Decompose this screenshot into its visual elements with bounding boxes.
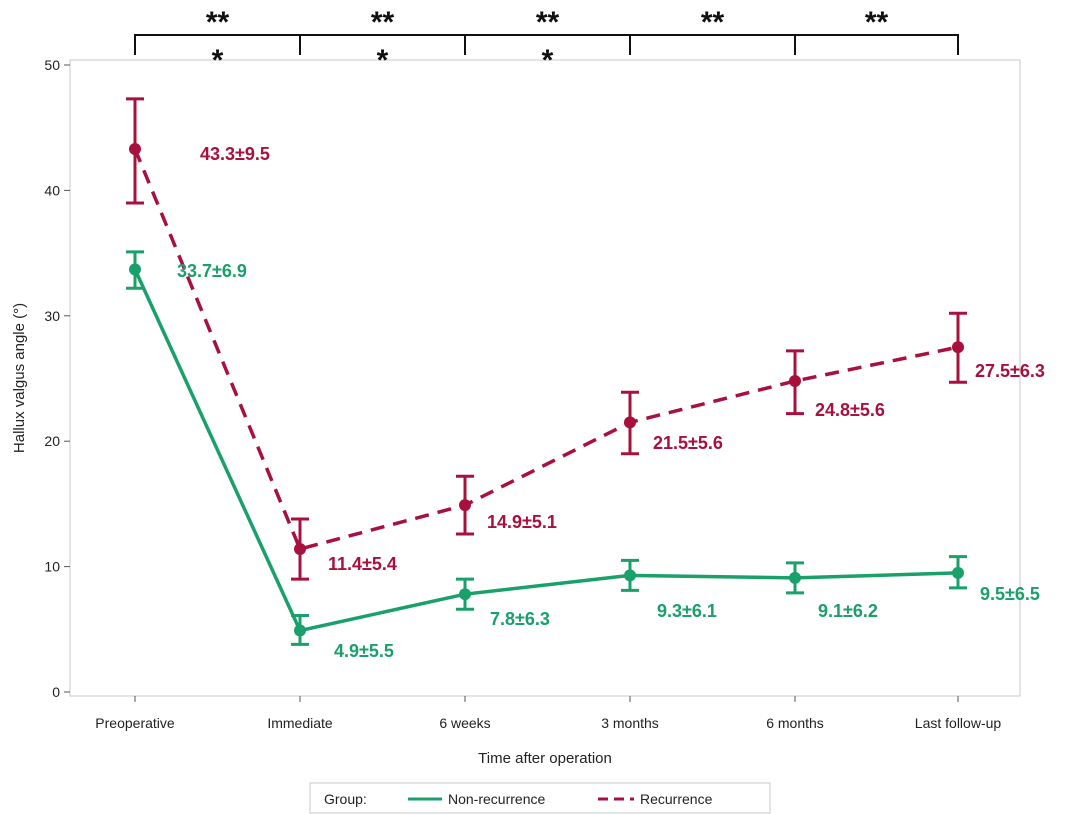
significance-top-mark: **	[536, 6, 560, 39]
significance-top-mark: **	[701, 6, 725, 39]
significance-top-mark: **	[206, 6, 230, 39]
y-tick-label: 0	[52, 684, 60, 700]
x-axis-title: Time after operation	[478, 750, 612, 767]
data-point	[294, 543, 306, 556]
data-label: 24.8±5.6	[815, 400, 885, 420]
data-point	[952, 341, 964, 354]
data-label: 27.5±6.3	[975, 361, 1045, 381]
data-point	[294, 624, 306, 637]
data-point	[459, 588, 471, 601]
plot-area	[69, 59, 1021, 697]
legend-label-recurrence: Recurrence	[640, 791, 713, 807]
data-label: 43.3±9.5	[200, 144, 270, 164]
data-label: 33.7±6.9	[177, 261, 247, 281]
legend-box	[309, 782, 771, 814]
legend-title: Group:	[324, 791, 367, 807]
x-tick-label: 3 months	[601, 715, 659, 731]
data-label: 11.4±5.4	[328, 554, 397, 574]
data-label: 4.9±5.5	[334, 641, 394, 661]
data-point	[789, 571, 801, 584]
y-tick-label: 30	[44, 308, 60, 324]
y-tick-label: 10	[44, 559, 60, 575]
data-point	[624, 569, 636, 582]
significance-bracket	[794, 34, 959, 55]
data-label: 9.5±6.5	[980, 584, 1040, 604]
y-tick-label: 20	[44, 433, 60, 449]
significance-bottom-mark: *	[212, 44, 224, 77]
series-line-non-recurrence	[133, 268, 959, 633]
y-tick-label: 50	[44, 57, 60, 73]
data-point	[952, 566, 964, 579]
x-tick-label: Preoperative	[95, 715, 175, 731]
y-tick-label: 40	[44, 182, 60, 198]
data-label: 9.1±6.2	[818, 601, 878, 621]
series-line-recurrence	[133, 148, 959, 552]
legend-label-non-recurrence: Non-recurrence	[448, 791, 545, 807]
data-point	[624, 416, 636, 429]
significance-top-mark: **	[865, 6, 889, 39]
y-axis-title: Hallux valgus angle (°)	[11, 303, 28, 453]
data-label: 9.3±6.1	[657, 601, 717, 621]
x-tick-label: Last follow-up	[915, 715, 1002, 731]
data-label: 7.8±6.3	[490, 609, 550, 629]
x-tick-label: 6 months	[766, 715, 824, 731]
x-tick-label: Immediate	[267, 715, 333, 731]
data-label: 14.9±5.1	[487, 512, 557, 532]
significance-top-mark: **	[371, 6, 395, 39]
data-point	[789, 375, 801, 388]
significance-bottom-mark: *	[542, 44, 554, 77]
x-tick-label: 6 weeks	[439, 715, 490, 731]
data-point	[129, 263, 141, 276]
data-point	[459, 499, 471, 512]
significance-bottom-mark: *	[377, 44, 389, 77]
data-label: 21.5±5.6	[653, 433, 723, 453]
data-point	[129, 143, 141, 156]
